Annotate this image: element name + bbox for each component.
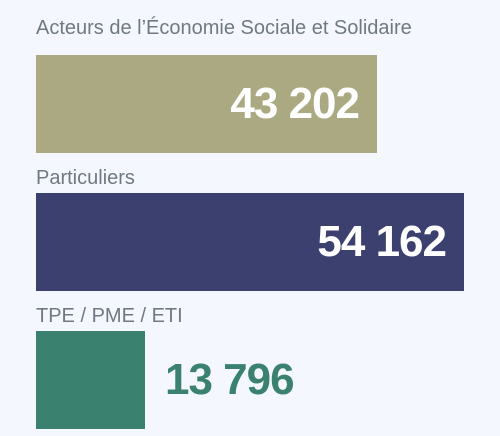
- value-label: 43 202: [230, 79, 360, 128]
- category-label: Acteurs de l’Économie Sociale et Solidai…: [36, 17, 412, 39]
- category-label: TPE / PME / ETI: [36, 305, 183, 327]
- category-label: Particuliers: [36, 167, 135, 189]
- value-label: 54 162: [317, 217, 447, 266]
- bar: [36, 331, 145, 429]
- value-label: 13 796: [165, 355, 295, 404]
- bar: [36, 193, 464, 291]
- bar: [36, 55, 377, 153]
